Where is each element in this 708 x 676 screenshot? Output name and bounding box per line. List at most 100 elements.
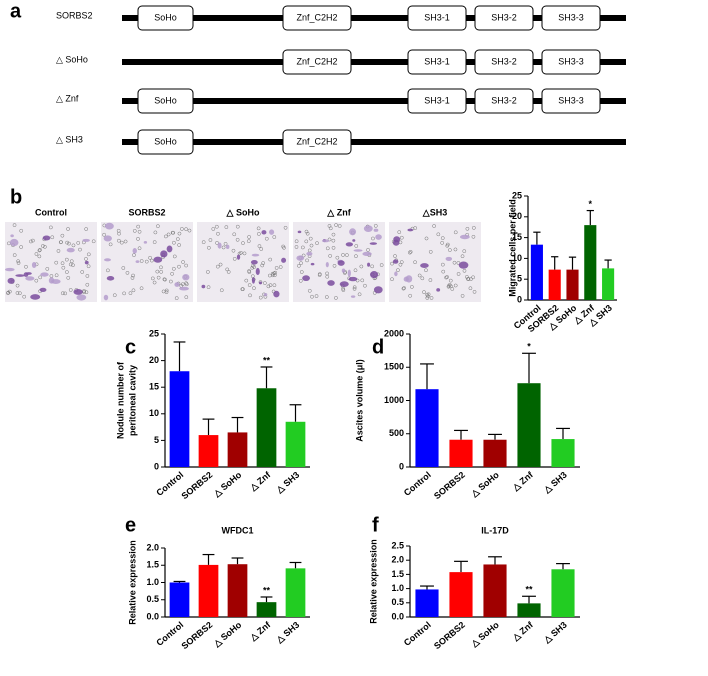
bar: [285, 421, 306, 467]
domain-box: [541, 5, 601, 31]
cell: [31, 261, 37, 269]
bar: [517, 383, 541, 467]
bar: [415, 389, 439, 467]
pore: [373, 223, 378, 228]
pore: [177, 243, 181, 247]
pore: [208, 238, 213, 242]
pore: [436, 232, 441, 237]
pore: [341, 253, 345, 257]
pore: [334, 223, 338, 227]
pore: [353, 268, 358, 273]
pore: [371, 236, 375, 241]
pore: [422, 290, 426, 294]
domain-box: [282, 5, 352, 31]
pore: [441, 269, 446, 274]
cell: [15, 274, 25, 277]
pore: [357, 292, 362, 297]
domain-box: [137, 88, 194, 114]
y-tick-label: 0: [154, 461, 159, 471]
cell: [40, 272, 49, 277]
x-tick-label: △ Znf: [510, 619, 536, 643]
pore: [45, 267, 50, 271]
cell: [7, 277, 15, 284]
pore: [139, 286, 144, 291]
cell: [327, 280, 335, 286]
pore: [462, 249, 467, 253]
pore: [63, 291, 67, 296]
pore: [270, 271, 275, 276]
pore: [16, 261, 21, 265]
pore: [268, 257, 273, 262]
pore: [278, 265, 283, 269]
pore: [256, 226, 261, 231]
pore: [184, 281, 188, 286]
cell: [375, 234, 382, 240]
domain-label: SH3-1: [424, 56, 450, 66]
bar: [551, 569, 575, 617]
pore: [258, 295, 263, 300]
cell: [225, 244, 230, 249]
bar: [566, 269, 579, 300]
pore: [169, 279, 173, 284]
cell: [48, 277, 55, 284]
cell: [345, 242, 354, 247]
pore: [130, 276, 135, 280]
domain-label: Znf_C2H2: [296, 136, 337, 146]
pore: [420, 276, 425, 281]
pore: [171, 266, 176, 271]
x-tick-label: Control: [402, 470, 433, 498]
pore: [184, 282, 189, 287]
pore: [428, 249, 433, 254]
pore: [341, 288, 346, 292]
pore: [85, 282, 90, 287]
domain-label: Znf_C2H2: [296, 12, 337, 22]
cell: [269, 229, 275, 235]
y-tick-label: 5: [154, 435, 159, 445]
pore: [305, 231, 310, 236]
pore: [166, 232, 171, 237]
cell: [458, 261, 469, 269]
bar: [530, 244, 543, 300]
pore: [424, 236, 429, 241]
x-tick-label: △ SoHo: [211, 619, 244, 649]
pore: [59, 240, 63, 244]
cell: [160, 250, 168, 258]
cell: [306, 251, 313, 256]
cell: [392, 239, 400, 246]
y-tick-label: 15: [149, 382, 159, 392]
pore: [177, 264, 181, 269]
cell: [353, 249, 363, 252]
x-tick-label: △ Znf: [247, 469, 273, 493]
micrograph-label: △ Znf: [326, 207, 351, 217]
pore: [352, 286, 357, 291]
pore: [246, 239, 251, 244]
pore: [460, 294, 465, 298]
pore: [462, 268, 467, 273]
pore: [317, 272, 322, 277]
pore: [337, 224, 342, 228]
domain-label: SH3-1: [424, 95, 450, 105]
pore: [309, 243, 314, 248]
pore: [215, 264, 220, 269]
pore: [235, 224, 240, 229]
y-axis-label: Relative expression: [368, 539, 378, 624]
cell: [42, 235, 51, 241]
pore: [184, 227, 188, 232]
y-tick-label: 1500: [384, 362, 404, 372]
pore: [239, 250, 243, 255]
cell: [373, 228, 379, 232]
pore: [7, 289, 12, 294]
pore: [65, 270, 69, 274]
pore: [453, 230, 458, 235]
pore: [299, 261, 303, 266]
pore: [152, 240, 157, 244]
pore: [112, 293, 117, 298]
panel-label: a: [10, 0, 22, 22]
pore: [471, 234, 476, 239]
pore: [29, 239, 33, 244]
pore: [15, 283, 20, 288]
pore: [137, 229, 142, 234]
micrograph-label: Control: [35, 207, 67, 217]
pore: [84, 257, 88, 261]
